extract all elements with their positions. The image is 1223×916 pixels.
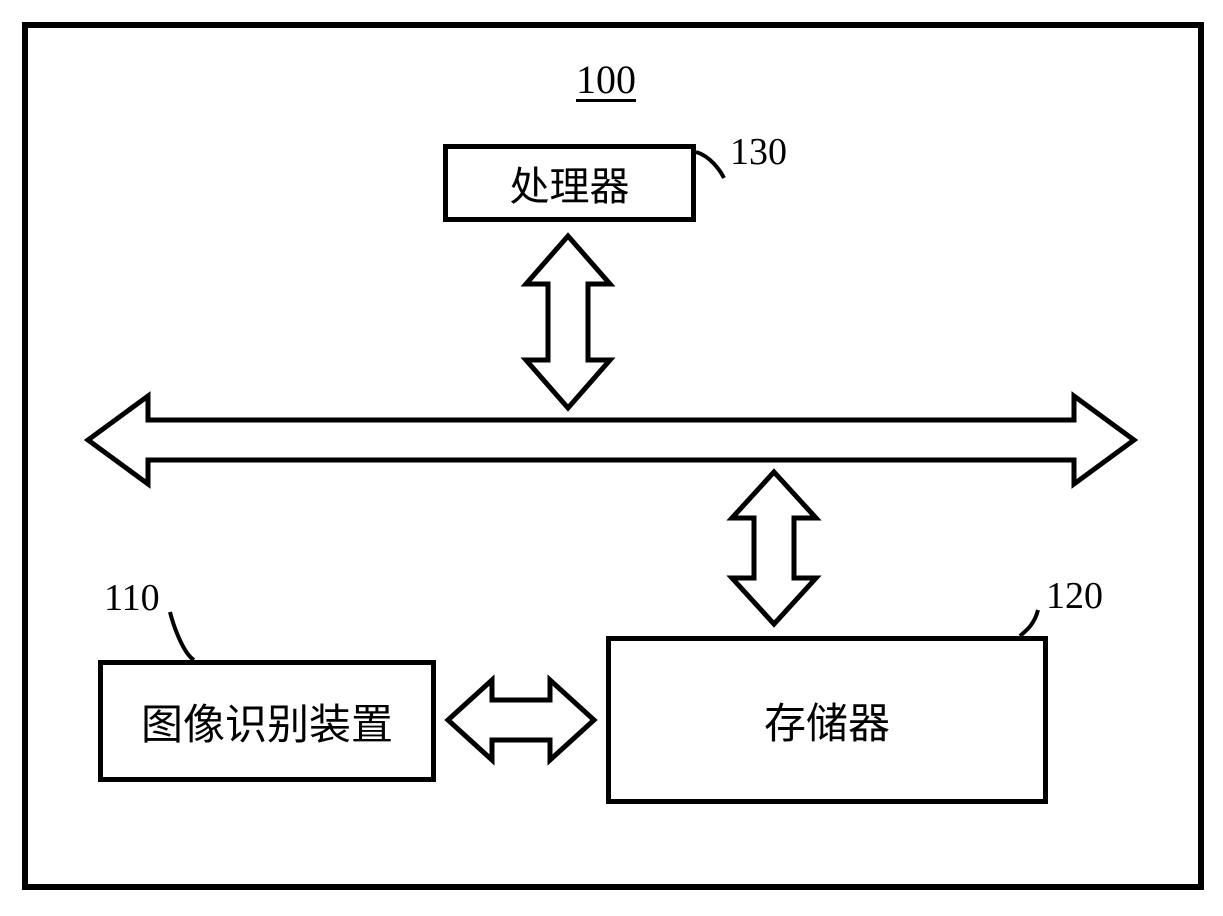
connectors-layer: [0, 0, 1223, 916]
